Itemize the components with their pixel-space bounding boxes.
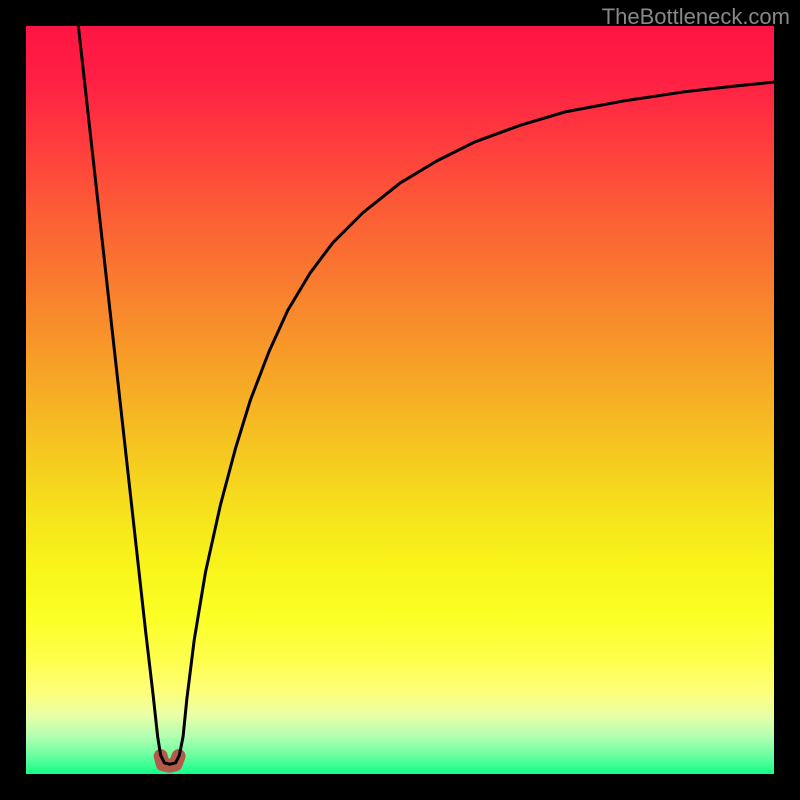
chart-svg <box>26 26 774 774</box>
watermark-text: TheBottleneck.com <box>602 4 790 30</box>
chart-area <box>26 26 774 774</box>
chart-background <box>26 26 774 774</box>
